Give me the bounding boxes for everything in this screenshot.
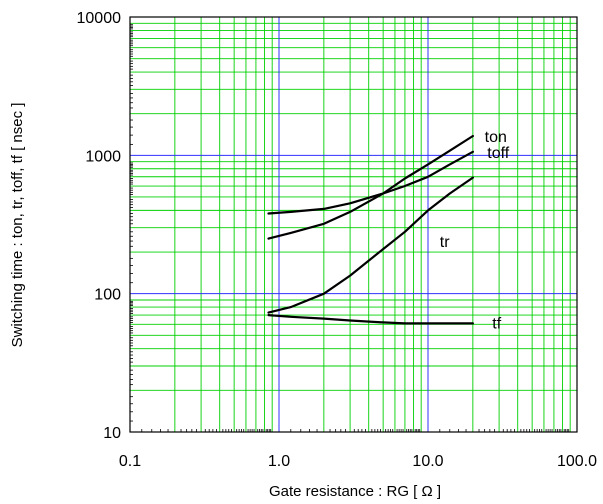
y-axis-title: Switching time : ton, tr, toff, tf [ nse… bbox=[9, 103, 26, 348]
series-lines bbox=[267, 134, 474, 325]
major-gridlines bbox=[130, 17, 577, 432]
series-line-ton bbox=[267, 134, 474, 240]
series-line-toff bbox=[267, 150, 474, 215]
y-tick-label: 10000 bbox=[77, 10, 122, 27]
y-tick-labels: 10 100 1000 10000 bbox=[77, 10, 122, 442]
series-label-tr: tr bbox=[440, 234, 450, 251]
x-tick-label: 0.1 bbox=[119, 453, 141, 470]
series-label-tf: tf bbox=[492, 315, 501, 332]
series-label-ton: ton bbox=[485, 129, 507, 146]
x-tick-labels: 0.1 1.0 10.0 100.0 bbox=[119, 453, 597, 470]
x-axis-title: Gate resistance : RG [ Ω ] bbox=[269, 483, 441, 500]
y-tick-label: 10 bbox=[103, 425, 121, 442]
x-tick-label: 10.0 bbox=[412, 453, 443, 470]
y-tick-label: 1000 bbox=[85, 148, 121, 165]
y-tick-label: 100 bbox=[94, 287, 121, 304]
series-line-tf bbox=[267, 314, 474, 325]
x-tick-label: 1.0 bbox=[268, 453, 290, 470]
series-label-toff: toff bbox=[487, 145, 510, 162]
axis-tick-marks bbox=[130, 24, 570, 432]
series-line-tr bbox=[267, 176, 474, 314]
minor-gridlines bbox=[130, 17, 577, 432]
plot-frame bbox=[129, 16, 578, 433]
x-tick-label: 100.0 bbox=[557, 453, 597, 470]
